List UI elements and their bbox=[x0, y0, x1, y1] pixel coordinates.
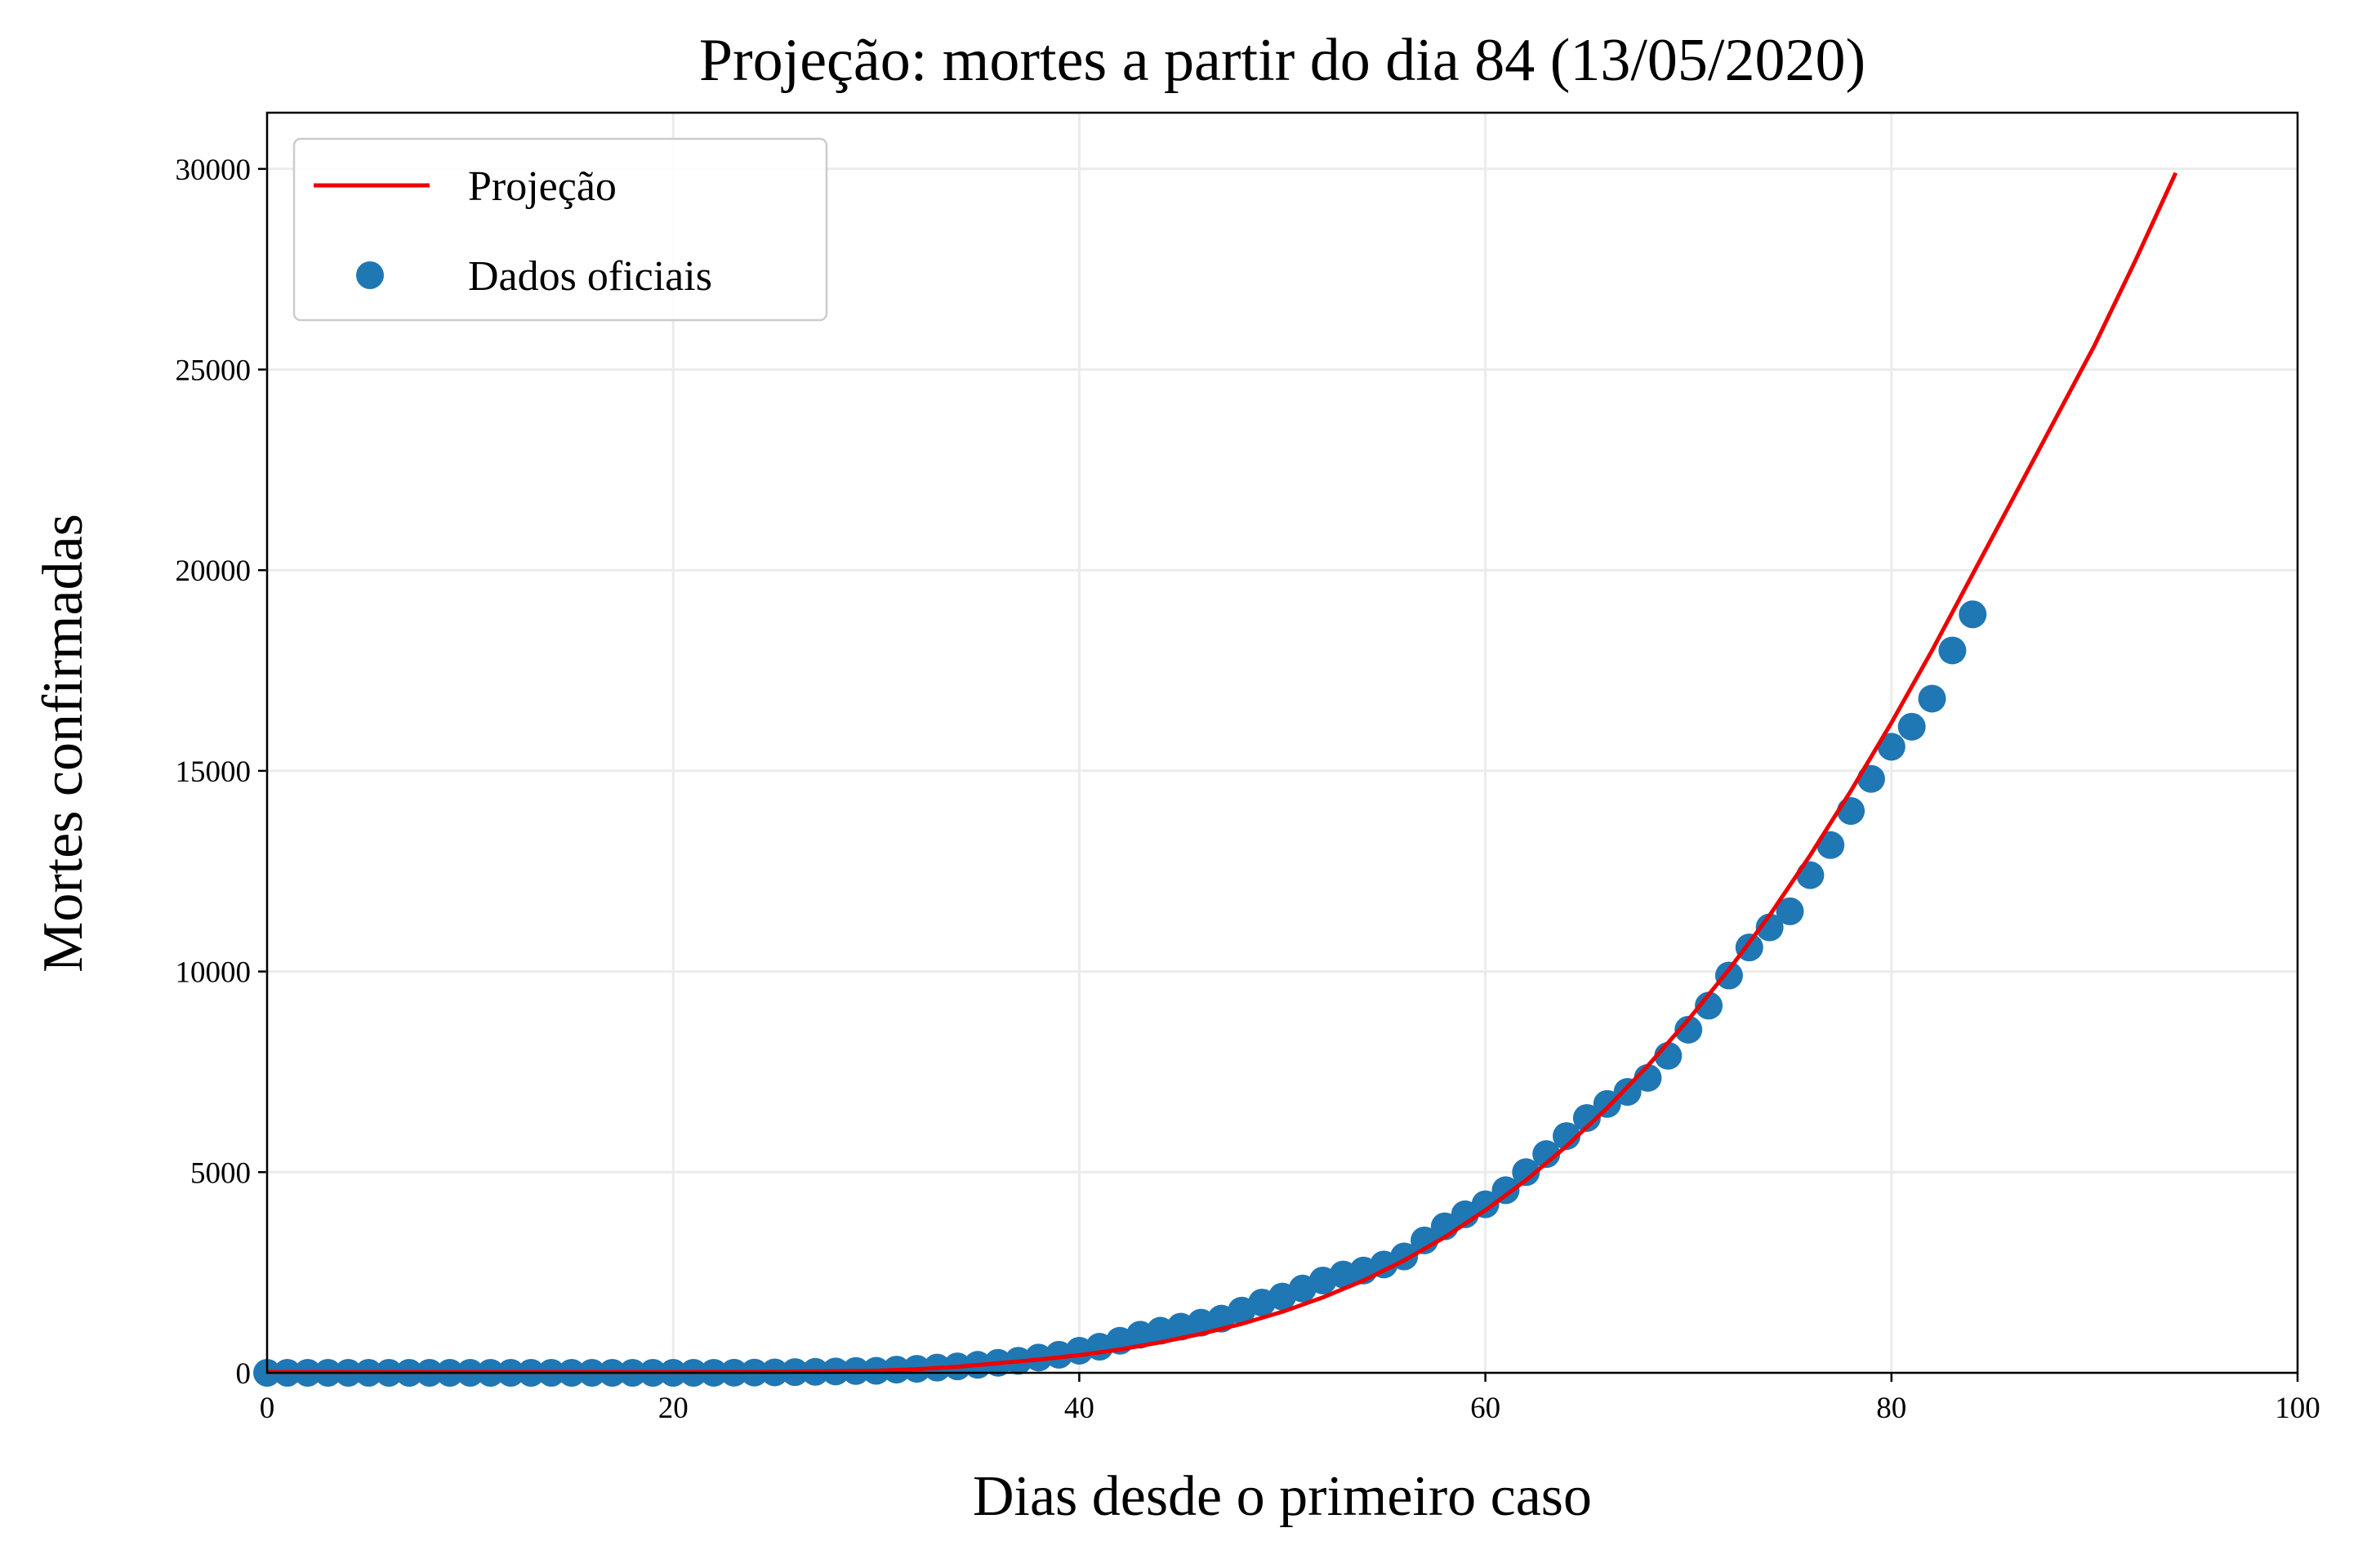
data-point bbox=[1796, 861, 1825, 889]
data-point bbox=[1491, 1176, 1520, 1205]
data-point bbox=[1938, 636, 1967, 665]
projection-line bbox=[267, 172, 2178, 1374]
y-tick-label: 15000 bbox=[176, 755, 252, 789]
x-tick-label: 40 bbox=[1064, 1392, 1094, 1425]
legend-label: Dados oficiais bbox=[468, 253, 712, 300]
x-tick-label: 20 bbox=[658, 1392, 689, 1425]
data-point bbox=[1553, 1122, 1581, 1151]
data-point bbox=[1512, 1158, 1540, 1187]
plot-area: 0 5000 10000 15000 20000 25000 30000 0 20 40 60 80 1… bbox=[176, 111, 2320, 1425]
data-point bbox=[1776, 897, 1804, 925]
x-tick-label: 80 bbox=[1876, 1392, 1906, 1425]
data-point bbox=[1837, 797, 1865, 826]
data-point bbox=[1755, 913, 1784, 942]
data-point bbox=[1613, 1078, 1642, 1107]
data-point bbox=[1471, 1190, 1500, 1218]
x-tick-label: 100 bbox=[2275, 1392, 2320, 1425]
data-point bbox=[1877, 733, 1906, 761]
data-point bbox=[1572, 1103, 1601, 1132]
x-tick-label: 0 bbox=[260, 1392, 275, 1425]
y-axis-label: Mortes confirmadas bbox=[32, 514, 95, 973]
data-point bbox=[1816, 831, 1845, 859]
x-axis-label: Dias desde o primeiro caso bbox=[973, 1465, 1592, 1528]
y-tick-label: 0 bbox=[236, 1357, 252, 1391]
data-point bbox=[1674, 1015, 1703, 1044]
y-tick-label: 25000 bbox=[176, 354, 252, 387]
plot-frame bbox=[265, 111, 2299, 1374]
y-tick-label: 5000 bbox=[190, 1156, 251, 1190]
data-point bbox=[1532, 1140, 1561, 1169]
data-point bbox=[1593, 1089, 1621, 1118]
data-point bbox=[1714, 961, 1743, 990]
data-point bbox=[1411, 1226, 1439, 1254]
x-tick-label: 60 bbox=[1470, 1392, 1500, 1425]
y-tick-label: 10000 bbox=[176, 956, 252, 990]
y-tick-label: 30000 bbox=[176, 154, 252, 187]
legend-label: Projeção bbox=[468, 163, 617, 210]
chart-title: Projeção: mortes a partir do dia 84 (13/… bbox=[699, 27, 1865, 94]
y-tick-label: 20000 bbox=[176, 555, 252, 588]
data-point bbox=[1695, 991, 1723, 1020]
data-point bbox=[1897, 712, 1926, 741]
data-point bbox=[1959, 600, 1987, 629]
legend-marker bbox=[356, 261, 384, 289]
data-point bbox=[1918, 684, 1946, 713]
